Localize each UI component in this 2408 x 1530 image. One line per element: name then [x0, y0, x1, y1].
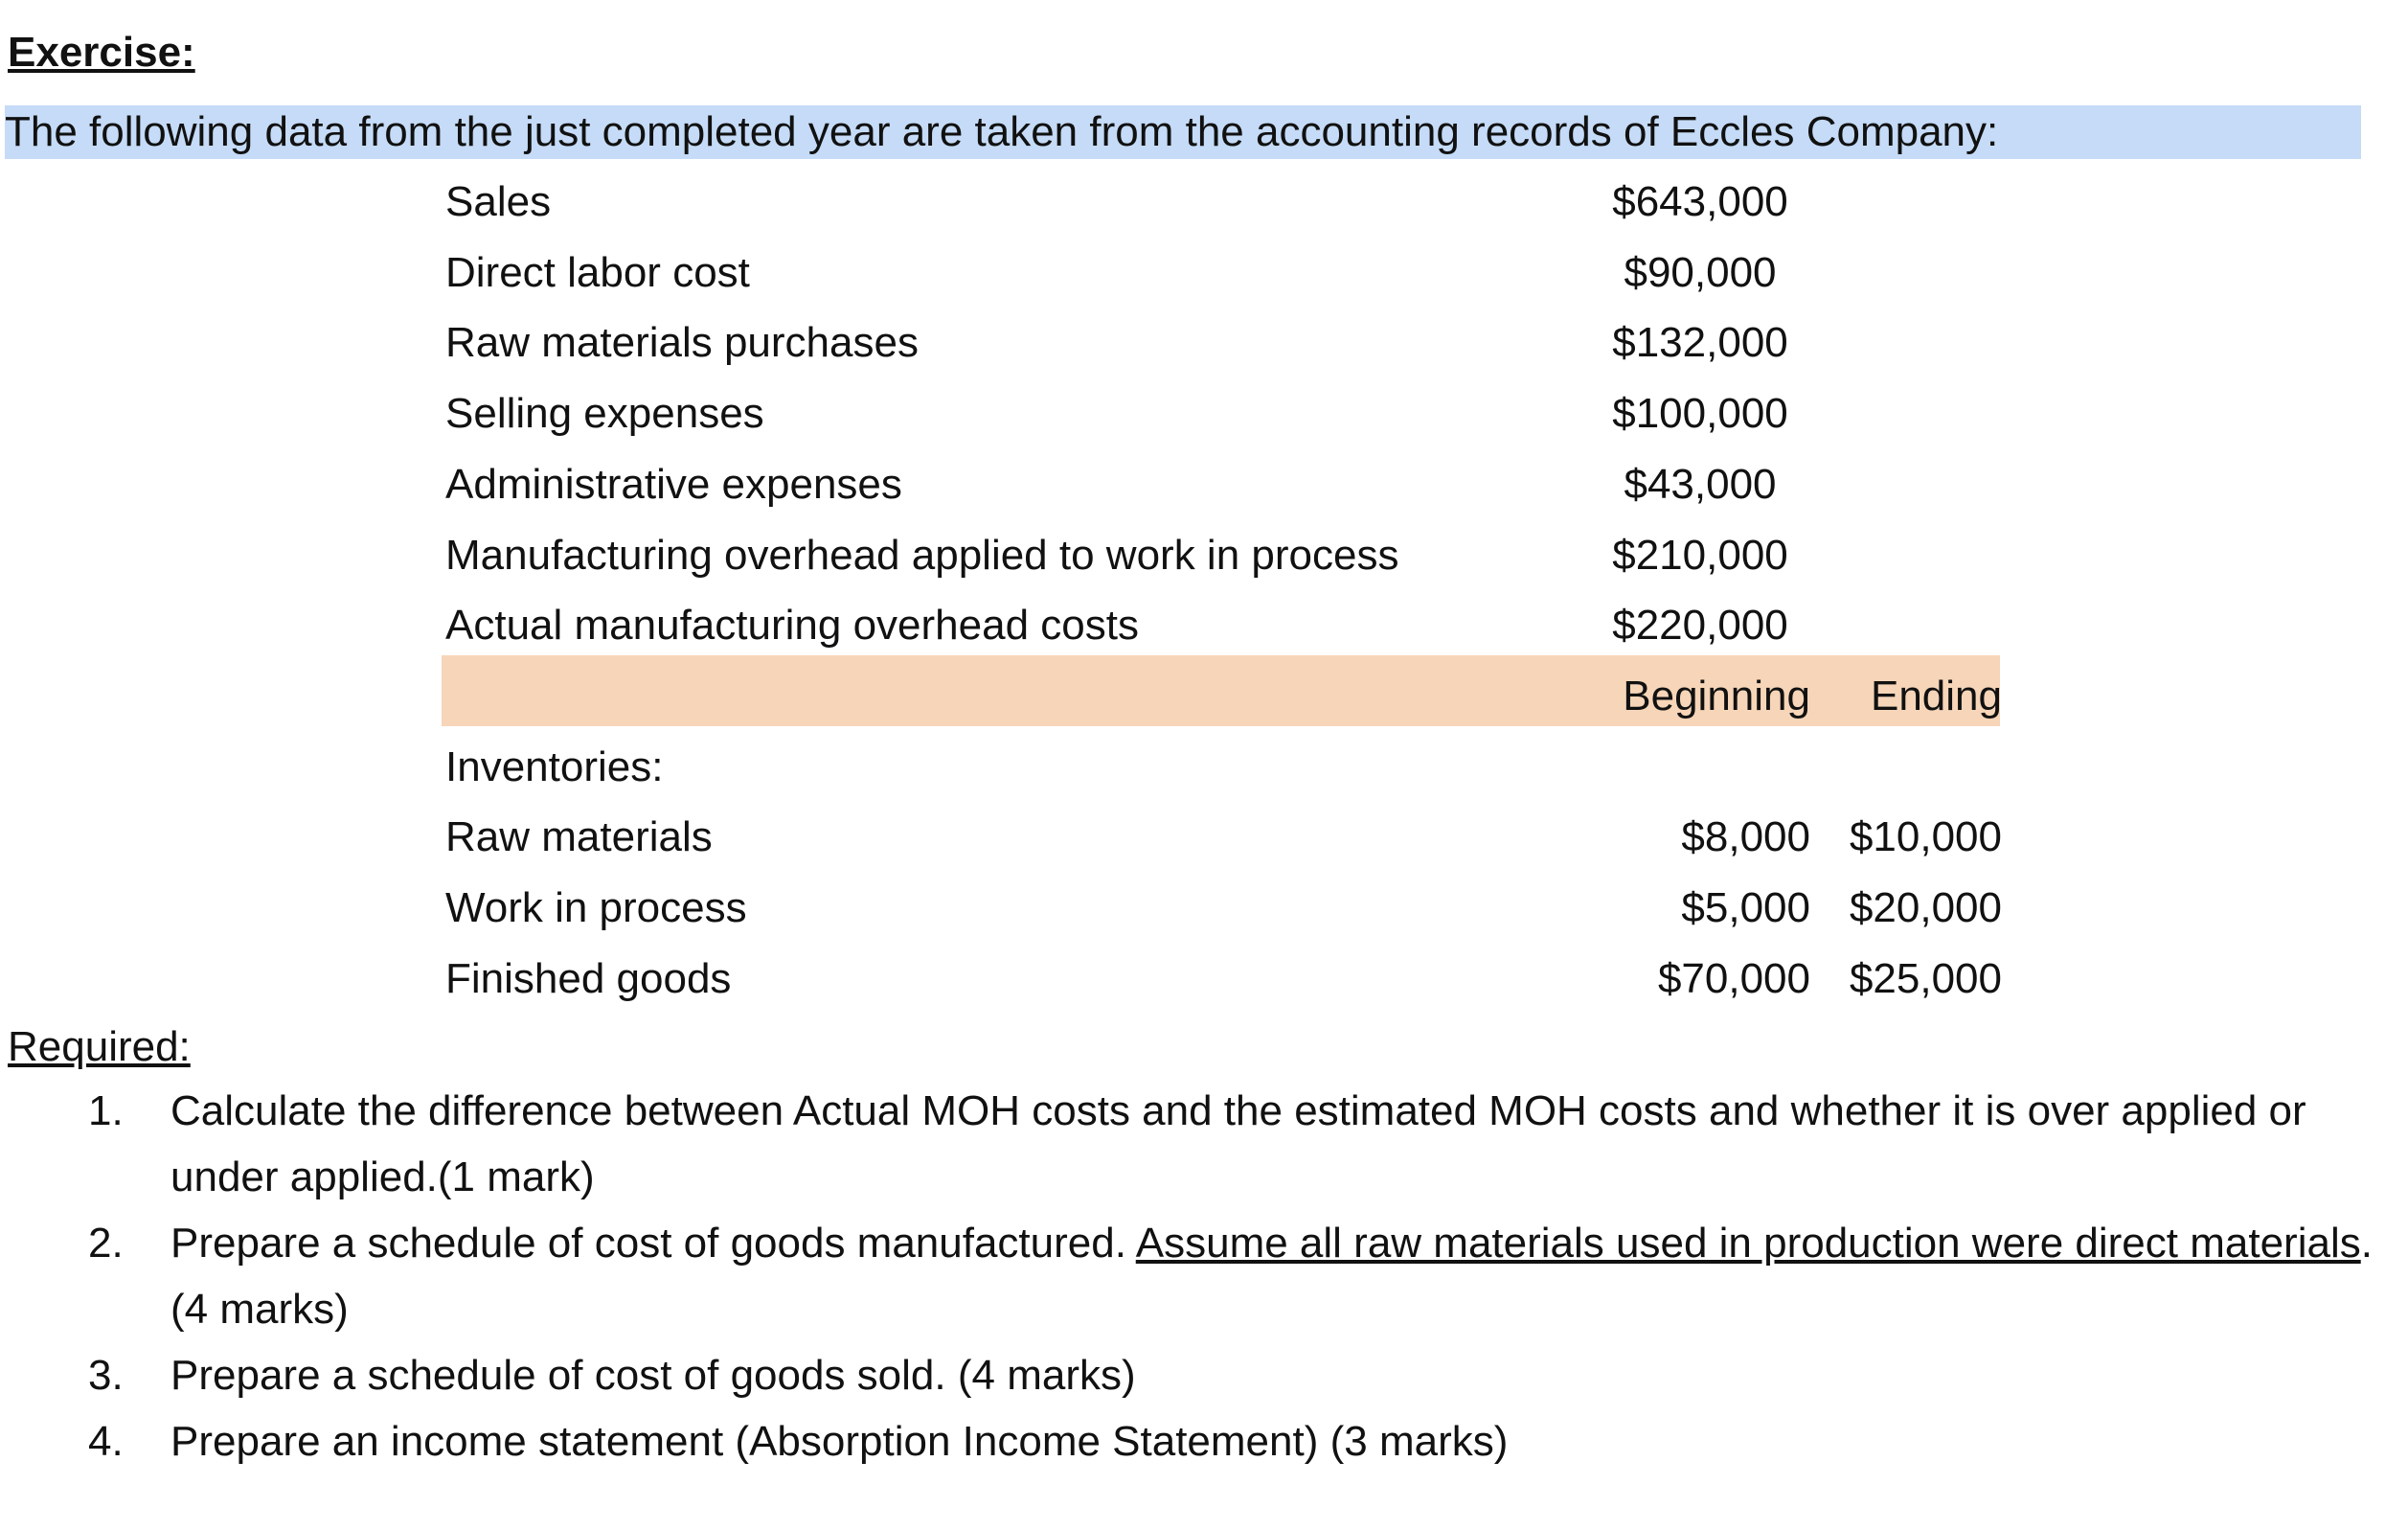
row-label: Raw materials purchases: [445, 319, 919, 367]
header-band: [442, 655, 2000, 726]
column-header: Beginning: [1623, 672, 1810, 719]
required-list: 1. Calculate the difference between Actua…: [0, 1078, 2395, 1474]
item-text: . (4 marks): [170, 1220, 2373, 1333]
row-label: Actual manufacturing overhead costs: [445, 602, 1139, 650]
item-text: Prepare a schedule of cost of goods sold…: [170, 1352, 1136, 1399]
row-label: Administrative expenses: [445, 460, 902, 508]
row-label: Selling expenses: [445, 390, 764, 438]
row-value: $132,000: [1612, 319, 1788, 367]
item-number: 3.: [88, 1352, 124, 1399]
row-label: Sales: [445, 178, 552, 225]
row-value: $210,000: [1612, 531, 1788, 579]
item-text: Assume all raw materials used in product…: [1135, 1220, 2361, 1267]
row-value: $220,000: [1612, 602, 1788, 650]
row-value: $25,000: [1849, 954, 2002, 1002]
column-header: Ending: [1870, 672, 2002, 719]
item-number: 2.: [88, 1220, 124, 1267]
item-text: Prepare an income statement (Absorption …: [170, 1418, 1509, 1465]
row-value: $643,000: [1612, 178, 1788, 225]
row-value: $43,000: [1624, 460, 1777, 508]
row-value: $90,000: [1624, 248, 1777, 296]
row-value: $20,000: [1849, 884, 2002, 931]
item-number: 1.: [88, 1087, 124, 1134]
row-value: $8,000: [1681, 813, 1810, 861]
row-label: Raw materials: [445, 813, 713, 861]
row-label: Work in process: [445, 884, 747, 931]
row-label: Finished goods: [445, 954, 732, 1002]
list-item: 2. Prepare a schedule of cost of goods ma…: [0, 1210, 2393, 1342]
item-text: Calculate the difference between Actual …: [170, 1087, 2306, 1200]
required-heading: Required:: [8, 1023, 191, 1070]
item-text: Prepare a schedule of cost of goods manu…: [170, 1220, 1136, 1267]
row-value: $100,000: [1612, 390, 1788, 438]
row-value: $5,000: [1681, 884, 1810, 931]
list-item: 1. Calculate the difference between Actua…: [0, 1078, 2393, 1210]
row-value: $10,000: [1849, 813, 2002, 861]
heading: Exercise:: [8, 29, 195, 76]
row-label: Manufacturing overhead applied to work i…: [445, 531, 1399, 579]
row-label: Direct labor cost: [445, 248, 750, 296]
item-number: 4.: [88, 1418, 124, 1465]
section-title: Inventories:: [445, 742, 664, 790]
list-item: 3. Prepare a schedule of cost of goods so…: [0, 1342, 2393, 1408]
row-value: $70,000: [1657, 954, 1810, 1002]
intro: The following data from the just complet…: [5, 105, 2361, 159]
list-item: 4. Prepare an income statement (Absorptio…: [0, 1408, 2393, 1474]
